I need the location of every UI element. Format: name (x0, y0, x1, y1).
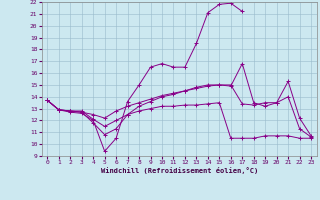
X-axis label: Windchill (Refroidissement éolien,°C): Windchill (Refroidissement éolien,°C) (100, 167, 258, 174)
